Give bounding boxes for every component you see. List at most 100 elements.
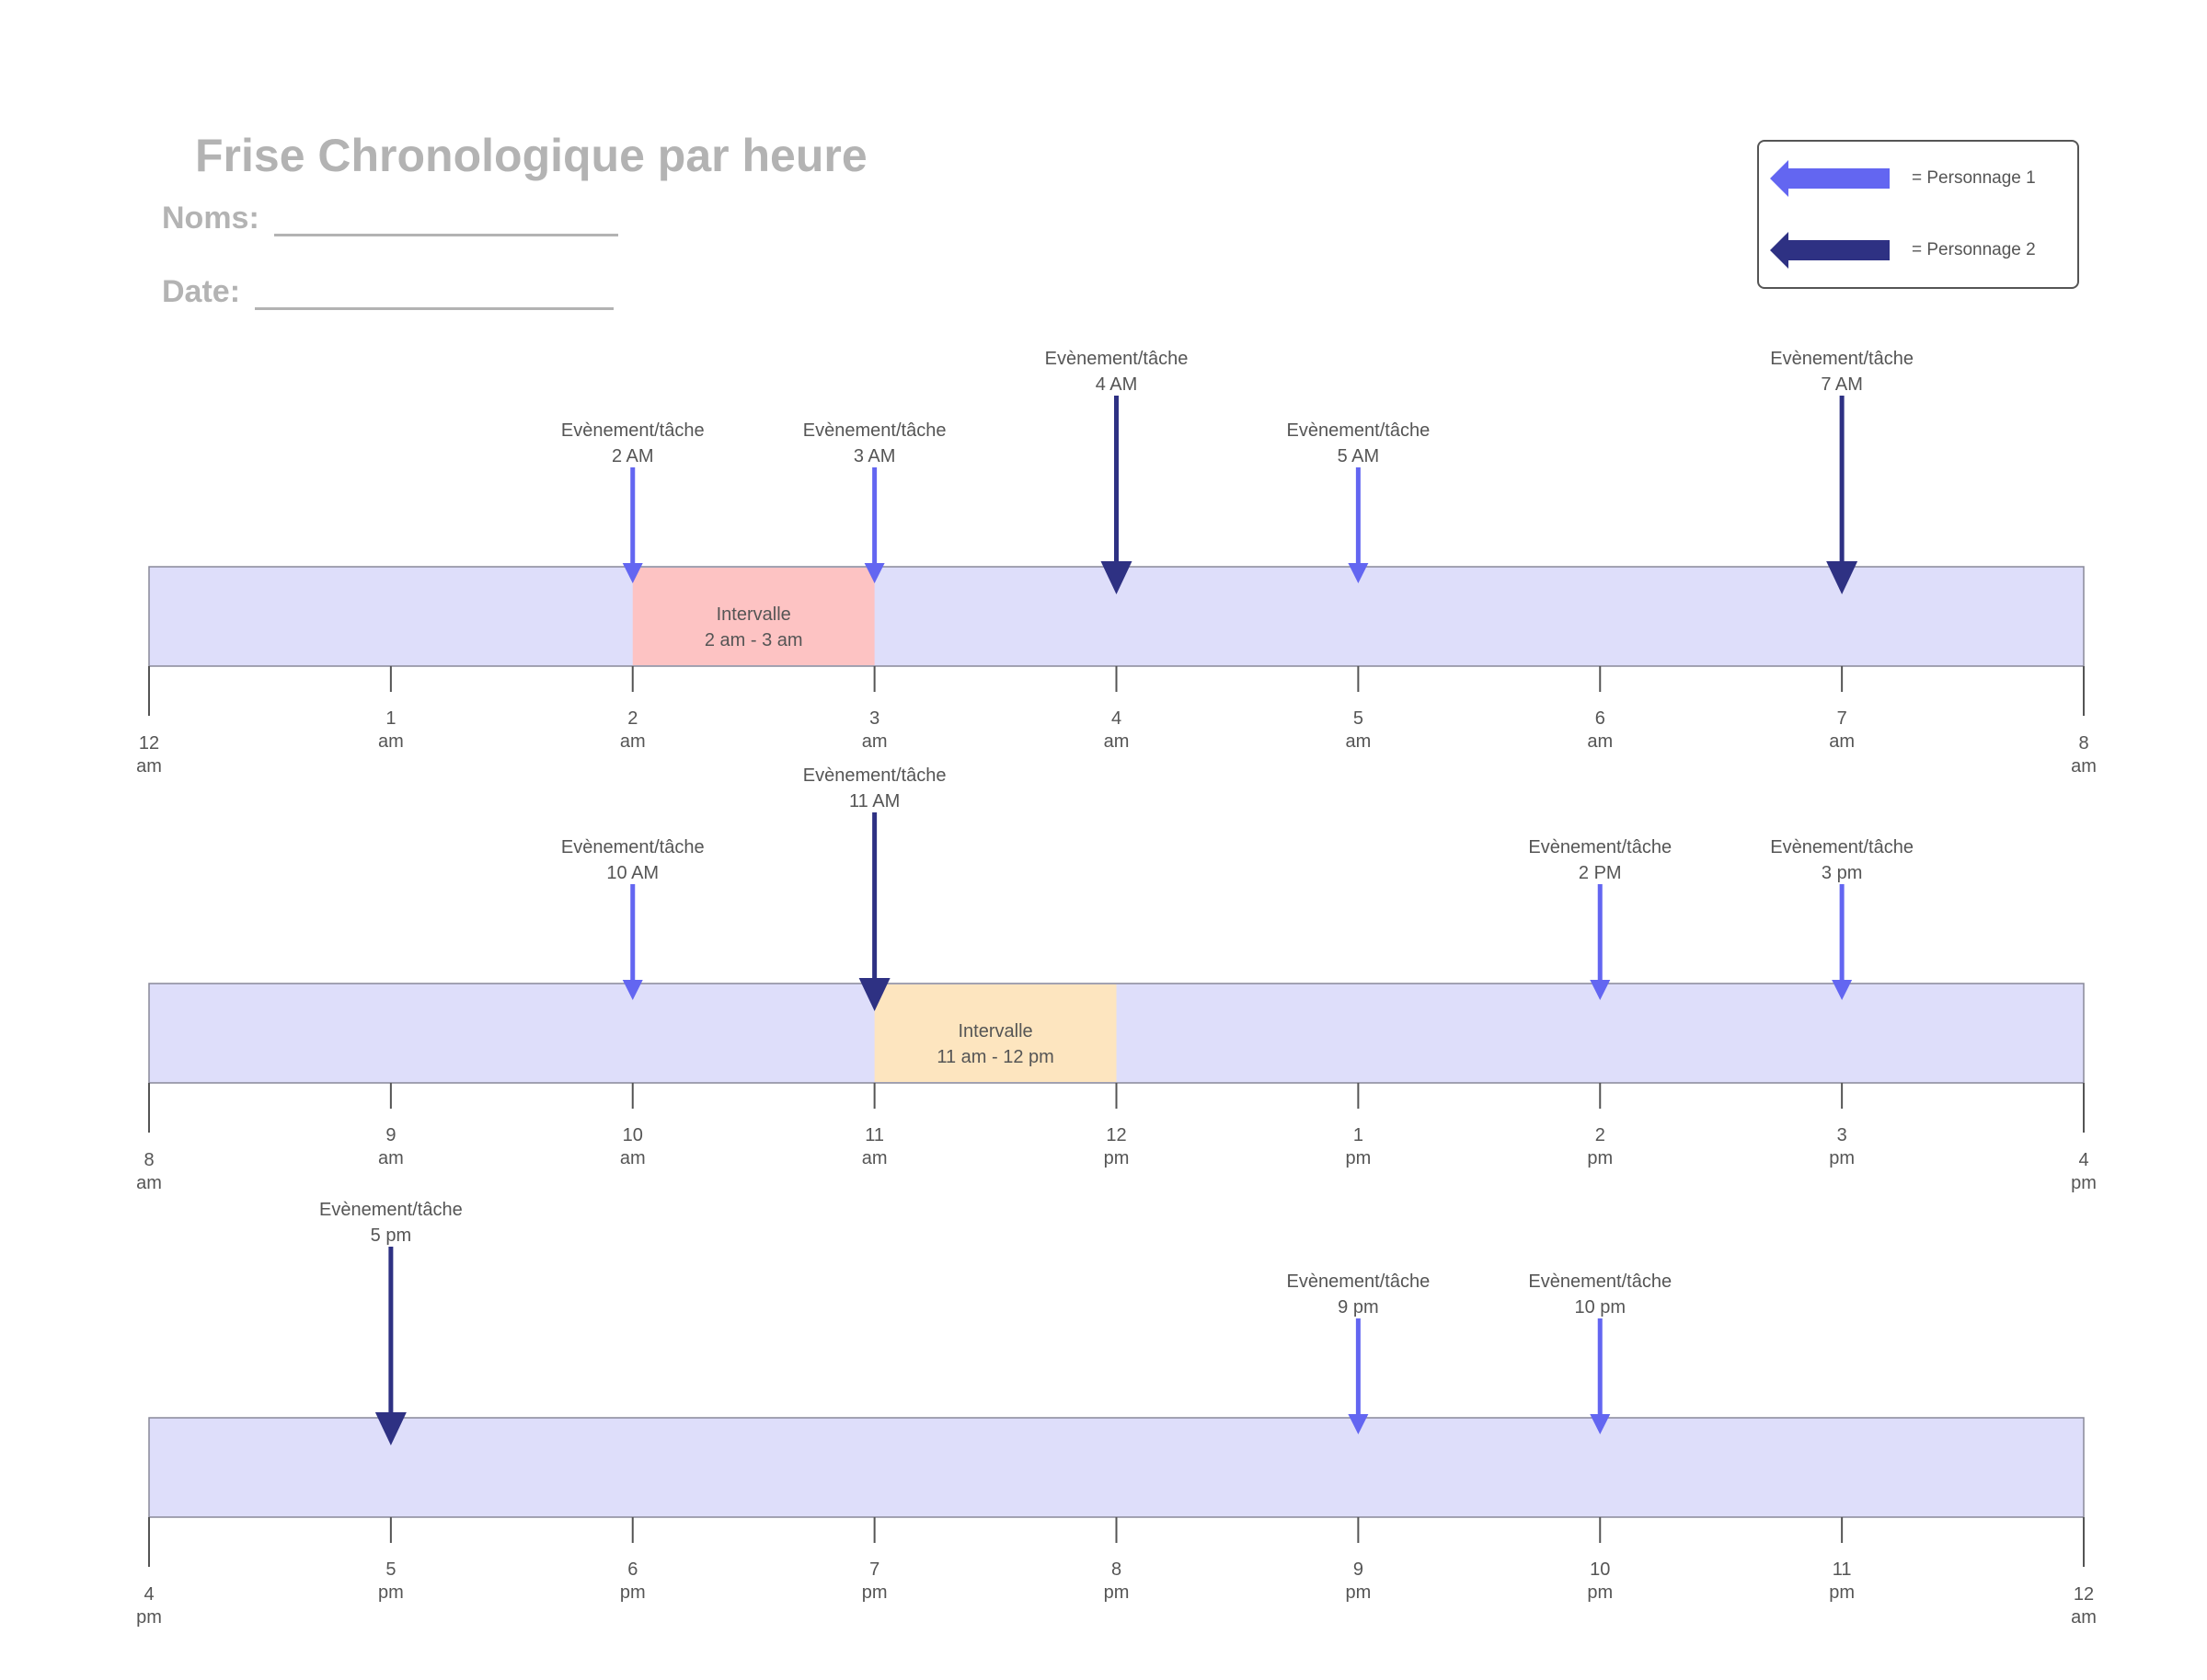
tick-label-hour: 8: [144, 1150, 154, 1170]
tick-label-period: pm: [1587, 1148, 1613, 1168]
tick-label-period: pm: [1104, 1148, 1130, 1168]
event-time: 2 PM: [1579, 863, 1622, 883]
arrow-down-icon[interactable]: [1590, 1414, 1611, 1434]
legend-item-personnage-1: = Personnage 1: [1770, 160, 2036, 197]
names-input-line[interactable]: [273, 202, 618, 236]
event-time: 10 pm: [1574, 1297, 1626, 1318]
tick-label-hour: 1: [1353, 1125, 1363, 1145]
tick-label-hour: 2: [627, 708, 638, 729]
event-label: Evènement/tâche: [803, 765, 947, 786]
tick-label-hour: 8: [2078, 733, 2088, 754]
arrow-down-icon[interactable]: [622, 563, 643, 583]
tick-label-hour: 1: [385, 708, 396, 729]
date-input-line[interactable]: [255, 276, 615, 310]
tick-label-period: pm: [1829, 1582, 1855, 1603]
tick-label-hour: 8: [1111, 1559, 1121, 1580]
tick-label-period: pm: [1587, 1582, 1613, 1603]
arrow-down-icon[interactable]: [1100, 561, 1132, 594]
event-time: 5 AM: [1338, 446, 1380, 466]
interval-block[interactable]: [632, 568, 875, 665]
arrow-down-icon[interactable]: [864, 563, 885, 583]
tick-label-hour: 10: [623, 1125, 643, 1145]
interval-range: 2 am - 3 am: [705, 630, 803, 650]
arrow-left-icon: [1770, 232, 1890, 269]
event-label: Evènement/tâche: [1287, 1272, 1431, 1292]
legend-item-personnage-2: = Personnage 2: [1770, 232, 2036, 269]
tick-label-hour: 9: [1353, 1559, 1363, 1580]
event-time: 3 pm: [1822, 863, 1862, 883]
timeline-band: [148, 1417, 2085, 1518]
arrow-down-icon[interactable]: [1348, 563, 1369, 583]
event-label: Evènement/tâche: [803, 420, 947, 441]
event-time: 4 AM: [1096, 374, 1138, 395]
tick-label-period: pm: [1345, 1582, 1371, 1603]
tick-label-period: am: [136, 1173, 162, 1193]
arrow-down-icon[interactable]: [374, 1412, 407, 1445]
tick-label-period: pm: [620, 1582, 646, 1603]
interval-block[interactable]: [874, 984, 1117, 1082]
tick-label-hour: 5: [1353, 708, 1363, 729]
tick-label-hour: 10: [1590, 1559, 1610, 1580]
event-label: Evènement/tâche: [1045, 349, 1189, 369]
tick-label-hour: 12: [2074, 1584, 2094, 1605]
tick-label-hour: 6: [627, 1559, 638, 1580]
arrow-down-icon[interactable]: [622, 980, 643, 1000]
event-time: 11 AM: [849, 791, 900, 811]
tick-label-period: pm: [378, 1582, 404, 1603]
arrow-down-icon[interactable]: [1832, 980, 1853, 1000]
names-field: Noms:: [162, 201, 618, 236]
interval-range: 11 am - 12 pm: [937, 1047, 1053, 1067]
legend: = Personnage 1 = Personnage 2: [1757, 140, 2079, 289]
event-label: Evènement/tâche: [1528, 837, 1672, 857]
event-label: Evènement/tâche: [319, 1200, 463, 1220]
tick-label-period: am: [1829, 731, 1855, 752]
tick-label-period: am: [1587, 731, 1613, 752]
tick-label-hour: 2: [1595, 1125, 1605, 1145]
event-time: 2 AM: [612, 446, 654, 466]
tick-label-period: am: [620, 731, 646, 752]
tick-label-hour: 11: [1833, 1559, 1852, 1580]
event-label: Evènement/tâche: [1770, 349, 1914, 369]
tick-label-period: am: [862, 1148, 888, 1168]
event-time: 7 AM: [1821, 374, 1863, 395]
arrow-down-icon[interactable]: [1826, 561, 1858, 594]
event-time: 9 pm: [1338, 1297, 1378, 1318]
tick-label-period: am: [378, 1148, 404, 1168]
tick-label-hour: 6: [1595, 708, 1605, 729]
event-label: Evènement/tâche: [561, 420, 705, 441]
event-label: Evènement/tâche: [561, 837, 705, 857]
legend-label-personnage-2: = Personnage 2: [1912, 240, 2036, 259]
event-label: Evènement/tâche: [1770, 837, 1914, 857]
tick-label-period: pm: [1829, 1148, 1855, 1168]
date-field: Date:: [162, 274, 615, 310]
event-label: Evènement/tâche: [1287, 420, 1431, 441]
arrow-down-icon[interactable]: [1590, 980, 1611, 1000]
tick-label-period: am: [1104, 731, 1130, 752]
tick-label-hour: 7: [869, 1559, 879, 1580]
tick-label-period: pm: [862, 1582, 888, 1603]
tick-label-hour: 3: [1837, 1125, 1847, 1145]
date-label: Date:: [162, 274, 241, 309]
tick-label-hour: 11: [865, 1125, 884, 1145]
arrow-down-icon[interactable]: [1348, 1414, 1369, 1434]
arrow-down-icon[interactable]: [858, 978, 891, 1011]
tick-label-period: pm: [1104, 1582, 1130, 1603]
event-time: 5 pm: [371, 1225, 411, 1246]
tick-label-hour: 9: [385, 1125, 396, 1145]
event-label: Evènement/tâche: [1528, 1272, 1672, 1292]
tick-label-period: am: [378, 731, 404, 752]
tick-label-hour: 4: [1111, 708, 1121, 729]
tick-label-period: am: [620, 1148, 646, 1168]
interval-label: Intervalle: [717, 604, 791, 625]
tick-label-hour: 4: [2078, 1150, 2088, 1170]
tick-label-period: pm: [1345, 1148, 1371, 1168]
tick-label-period: am: [2071, 1607, 2097, 1628]
tick-label-period: am: [2071, 756, 2097, 777]
tick-label-hour: 7: [1837, 708, 1847, 729]
tick-label-period: am: [1345, 731, 1371, 752]
tick-label-hour: 3: [869, 708, 879, 729]
event-time: 3 AM: [854, 446, 896, 466]
